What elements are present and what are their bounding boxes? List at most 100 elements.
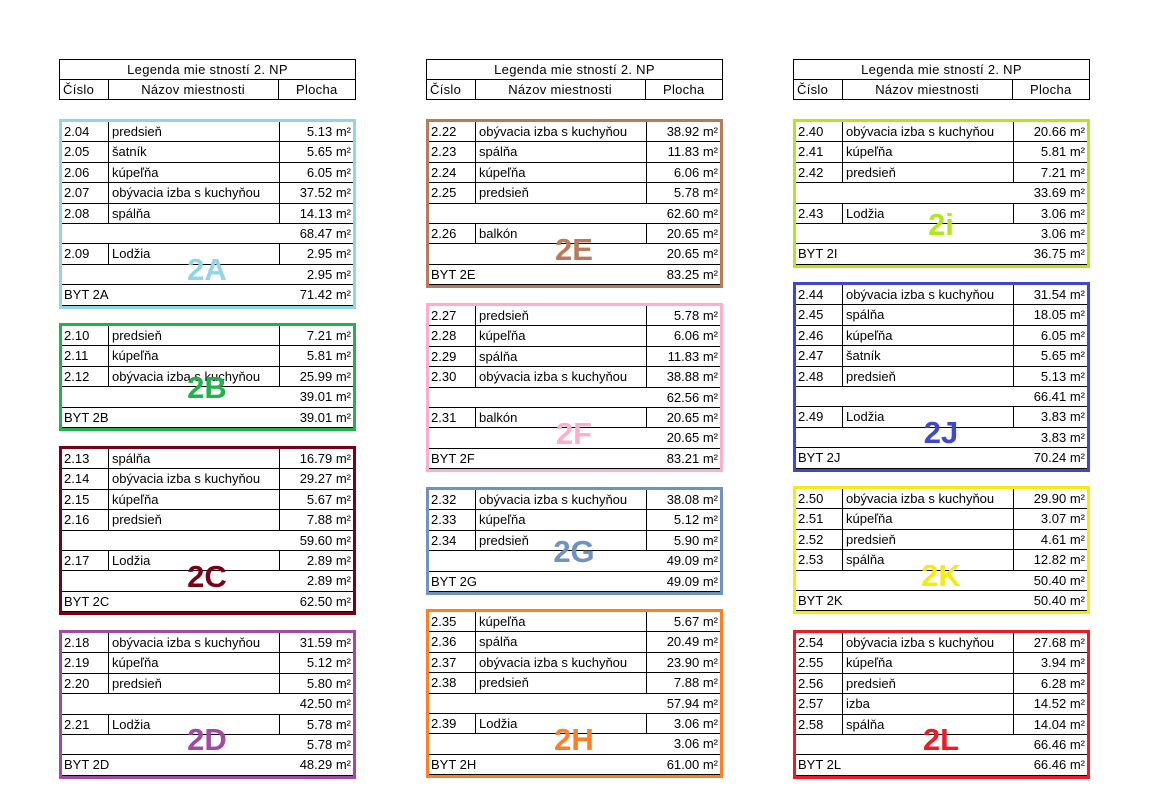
room-row: 2.57 izba 14.52 m² <box>796 694 1087 715</box>
room-name: predsieň <box>843 366 1014 386</box>
room-area: 5.65 m² <box>1040 348 1085 364</box>
subtotal-spacer <box>476 204 647 223</box>
room-area: 5.12 m² <box>306 655 351 671</box>
room-row: 2.51 kúpeľňa 3.07 m² <box>796 509 1087 530</box>
room-name: kúpeľňa <box>843 653 1014 673</box>
subtotal-area: 62.56 m² <box>666 389 718 405</box>
room-row: 2.42 predsieň 7.21 m² <box>796 162 1087 184</box>
room-name: predsieň <box>476 183 647 203</box>
room-area: 5.13 m² <box>1040 368 1085 384</box>
total-spacer <box>529 572 647 591</box>
subtotal-row: 33.69 m² <box>796 183 1087 204</box>
subtotal-spacer <box>109 694 280 713</box>
room-name: kúpeľňa <box>476 612 647 632</box>
room-number: 2.38 <box>429 673 476 693</box>
room-area: 6.05 m² <box>306 164 351 180</box>
total-area: 62.50 m² <box>299 593 351 609</box>
subtotal-row: 50.40 m² <box>796 571 1087 591</box>
room-area: 5.81 m² <box>306 348 351 364</box>
room-row: 2.55 kúpeľňa 3.94 m² <box>796 653 1087 674</box>
subtotal-spacer <box>62 224 109 243</box>
room-number: 2.43 <box>796 203 843 223</box>
apartment-2b: 2.10 predsieň 7.21 m² 2.11 kúpeľňa 5.81 m² 2.1… <box>59 323 356 431</box>
room-area: 27.68 m² <box>1033 635 1085 650</box>
room-number: 2.37 <box>429 652 476 673</box>
room-name: predsieň <box>476 530 647 551</box>
room-name: obývacia izba s kuchyňou <box>109 633 280 653</box>
subtotal-area: 66.41 m² <box>1033 388 1085 404</box>
room-row: 2.19 kúpeľňa 5.12 m² <box>62 653 353 674</box>
subtotal-spacer <box>429 734 476 753</box>
room-row: 2.56 predsieň 6.28 m² <box>796 673 1087 695</box>
total-area: 48.29 m² <box>299 757 351 773</box>
room-area: 37.52 m² <box>299 185 351 201</box>
room-area: 5.78 m² <box>673 185 718 201</box>
room-number: 2.58 <box>796 714 843 734</box>
legend-header: Legenda mie stností 2. NP Číslo Názov mies… <box>426 59 723 100</box>
room-area: 20.65 m² <box>666 409 718 425</box>
subtotal-spacer <box>429 694 476 713</box>
room-number: 2.56 <box>796 673 843 694</box>
subtotal-row: 3.06 m² <box>429 734 720 755</box>
subtotal-spacer <box>429 244 476 263</box>
total-row: BYT 2J 70.24 m² <box>796 448 1087 469</box>
header-name: Názov miestnosti <box>476 80 646 100</box>
room-row: 2.08 spálňa 14.13 m² <box>62 203 353 224</box>
room-row: 2.37 obývacia izba s kuchyňou 23.90 m² <box>429 652 720 674</box>
room-area: 31.59 m² <box>299 635 351 650</box>
room-row: 2.48 predsieň 5.13 m² <box>796 366 1087 387</box>
total-row: BYT 2B 39.01 m² <box>62 408 353 428</box>
room-name: kúpeľňa <box>109 653 280 673</box>
room-name: šatník <box>843 346 1014 366</box>
room-number: 2.26 <box>429 223 476 244</box>
room-area: 5.80 m² <box>306 675 351 691</box>
apartment-code: BYT 2A <box>64 287 109 303</box>
room-row: 2.24 kúpeľňa 6.06 m² <box>429 162 720 184</box>
total-spacer <box>896 448 1014 467</box>
apartment-code: BYT 2K <box>798 592 843 608</box>
subtotal-spacer <box>62 694 109 713</box>
apartment-code: BYT 2I <box>798 246 838 262</box>
room-row: 2.21 Lodžia 5.78 m² <box>62 714 353 735</box>
subtotal-row: 20.65 m² <box>429 244 720 265</box>
total-area: 49.09 m² <box>666 573 718 589</box>
room-row: 2.54 obývacia izba s kuchyňou 27.68 m² <box>796 633 1087 654</box>
apartment-code: BYT 2C <box>64 593 110 609</box>
room-name: Lodžia <box>109 550 280 571</box>
room-row: 2.31 balkón 20.65 m² <box>429 407 720 429</box>
subtotal-row: 68.47 m² <box>62 224 353 245</box>
room-row: 2.23 spálňa 11.83 m² <box>429 142 720 163</box>
room-row: 2.04 predsieň 5.13 m² <box>62 122 353 143</box>
room-name: balkón <box>476 407 647 428</box>
room-row: 2.53 spálňa 12.82 m² <box>796 550 1087 571</box>
room-area: 7.88 m² <box>306 512 351 528</box>
room-number: 2.15 <box>62 489 109 510</box>
room-area: 5.78 m² <box>673 308 718 323</box>
header-area: Plocha <box>1029 82 1072 97</box>
total-row: BYT 2D 48.29 m² <box>62 755 353 776</box>
room-number: 2.52 <box>796 529 843 550</box>
room-area: 5.90 m² <box>673 532 718 548</box>
room-name: predsieň <box>109 326 280 346</box>
room-area: 5.65 m² <box>306 144 351 160</box>
apartment-code: BYT 2B <box>64 409 109 425</box>
room-name: kúpeľňa <box>476 162 647 183</box>
room-area: 20.65 m² <box>666 225 718 241</box>
subtotal-spacer <box>843 224 1014 243</box>
room-number: 2.34 <box>429 530 476 551</box>
apartment-2g: 2.32 obývacia izba s kuchyňou 38.08 m² 2.33… <box>426 487 723 595</box>
room-number: 2.05 <box>62 142 109 162</box>
apartment-code: BYT 2D <box>64 757 110 773</box>
subtotal-row: 62.60 m² <box>429 204 720 224</box>
subtotal-area: 59.60 m² <box>299 532 351 548</box>
room-row: 2.49 Lodžia 3.83 m² <box>796 407 1087 428</box>
subtotal-row: 62.56 m² <box>429 388 720 408</box>
subtotal-row: 42.50 m² <box>62 694 353 715</box>
subtotal-area: 20.65 m² <box>666 246 718 262</box>
room-area: 7.88 m² <box>673 675 718 691</box>
apartment-2e: 2.22 obývacia izba s kuchyňou 38.92 m² 2.23… <box>426 119 723 289</box>
subtotal-spacer <box>109 735 280 754</box>
total-row: BYT 2A 71.42 m² <box>62 285 353 306</box>
room-name: kúpeľňa <box>476 510 647 530</box>
room-number: 2.46 <box>796 325 843 346</box>
